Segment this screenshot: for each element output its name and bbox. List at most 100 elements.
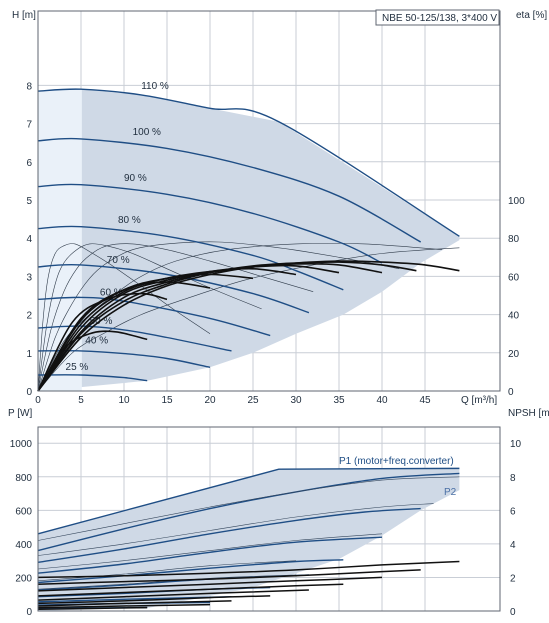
x-tick-label: 20 — [204, 395, 216, 406]
efficiency-curve — [37, 281, 211, 392]
head-curve-50 — [37, 325, 232, 352]
x-tick-label: 10 — [118, 395, 130, 406]
npsh-curves — [37, 560, 460, 611]
efficiency-curve — [37, 330, 148, 392]
head-plot-frame — [37, 10, 501, 392]
eta-tick-label: 40 — [508, 311, 520, 322]
head-curve-25 — [37, 374, 148, 382]
npsh-tick-label: 4 — [510, 540, 516, 551]
pump-label-box — [375, 9, 500, 26]
npsh-curve — [37, 569, 421, 585]
head-curve-80 — [37, 225, 344, 291]
npsh-curve — [37, 600, 232, 607]
power-tick-label: 1000 — [10, 439, 33, 450]
p2-curve — [37, 533, 383, 570]
head-tick-label: 0 — [26, 387, 32, 398]
p1-label: P1 (motor+freq.converter) — [339, 456, 454, 467]
p2-curve — [37, 560, 297, 582]
head-tick-label: 8 — [26, 81, 32, 92]
p2-curve — [37, 503, 434, 556]
npsh-axis-label: NPSH [m] — [508, 408, 549, 419]
power-tick-label: 800 — [15, 473, 32, 484]
head-tick-label: 7 — [26, 120, 32, 131]
npsh-curve — [37, 606, 148, 611]
head-axis-label: H [m] — [12, 10, 36, 21]
efficiency-curves — [37, 260, 460, 392]
power-tick-label: 0 — [26, 607, 32, 618]
eta-tick-label: 20 — [508, 349, 520, 360]
efficiency-curve — [37, 262, 383, 392]
p1-curve — [37, 467, 460, 535]
x-tick-label: 15 — [161, 395, 173, 406]
speed-label: 110 % — [141, 81, 169, 92]
power-axis-ticks: 0 200 400 600 800 1000 0 2 4 6 8 10 — [10, 439, 522, 618]
iso-efficiency-curves — [37, 241, 460, 392]
x-tick-label: 5 — [78, 395, 84, 406]
eta-tick-label: 100 — [508, 196, 525, 207]
head-tick-label: 1 — [26, 349, 32, 360]
p2-label: P2 — [444, 487, 457, 498]
operating-envelope-fill — [38, 89, 460, 391]
eta-tick-label: 60 — [508, 272, 520, 283]
speed-label: 80 % — [118, 215, 141, 226]
efficiency-curve — [37, 292, 168, 392]
head-curve-70 — [37, 263, 310, 314]
eta-tick-label: 0 — [508, 387, 514, 398]
npsh-curve — [37, 589, 309, 601]
head-tick-label: 2 — [26, 311, 32, 322]
speed-label: 90 % — [124, 173, 147, 184]
flow-axis-label: Q [m³/h] — [461, 395, 497, 406]
head-tick-label: 3 — [26, 272, 32, 283]
p1-curve — [37, 559, 344, 584]
speed-label: 50 % — [90, 316, 113, 327]
p1-curve — [37, 507, 421, 563]
head-curve-100 — [37, 137, 422, 243]
speed-label: 70 % — [107, 255, 130, 266]
p1-curve — [37, 472, 460, 552]
npsh-tick-label: 2 — [510, 573, 516, 584]
x-tick-label: 35 — [333, 395, 345, 406]
operating-envelope — [38, 89, 460, 391]
npsh-curve — [37, 560, 460, 579]
pump-label: NBE 50-125/138, 3*400 V — [382, 13, 497, 24]
head-curve-110 — [37, 88, 460, 237]
npsh-tick-label: 0 — [510, 607, 516, 618]
x-tick-label: 45 — [419, 395, 431, 406]
p1-curve — [37, 536, 383, 574]
npsh-tick-label: 10 — [510, 439, 522, 450]
x-tick-label: 25 — [247, 395, 259, 406]
power-plot-frame — [37, 426, 501, 612]
npsh-tick-label: 8 — [510, 473, 516, 484]
x-tick-label: 0 — [35, 395, 41, 406]
npsh-tick-label: 6 — [510, 506, 516, 517]
head-tick-label: 6 — [26, 158, 32, 169]
speed-label: 100 % — [133, 127, 161, 138]
power-envelope-fill — [38, 468, 460, 611]
power-envelope — [38, 468, 460, 611]
head-curve-90 — [37, 183, 383, 264]
npsh-curve — [37, 583, 344, 597]
power-tick-label: 200 — [15, 573, 32, 584]
power-axis-label: P [W] — [8, 408, 32, 419]
eta-axis-label: eta [%] — [516, 10, 547, 21]
npsh-curve — [37, 576, 383, 592]
low-flow-region — [38, 89, 82, 391]
npsh-curve — [37, 595, 271, 605]
efficiency-curve — [37, 273, 254, 392]
head-tick-label: 4 — [26, 234, 32, 245]
eta-tick-label: 80 — [508, 234, 520, 245]
speed-label: 60 % — [100, 288, 123, 299]
iso-efficiency-curve — [37, 241, 400, 392]
npsh-curve — [37, 603, 211, 609]
power-tick-label: 400 — [15, 540, 32, 551]
power-tick-label: 600 — [15, 506, 32, 517]
head-efficiency-panel: 110 % 100 % 90 % 80 % 70 % 60 % 50 % 40 % 25 % 0… — [12, 9, 547, 406]
x-tick-label: 40 — [376, 395, 388, 406]
head-tick-label: 5 — [26, 196, 32, 207]
speed-label: 25 % — [66, 362, 89, 373]
x-tick-label: 30 — [290, 395, 302, 406]
p2-curve — [37, 476, 460, 541]
